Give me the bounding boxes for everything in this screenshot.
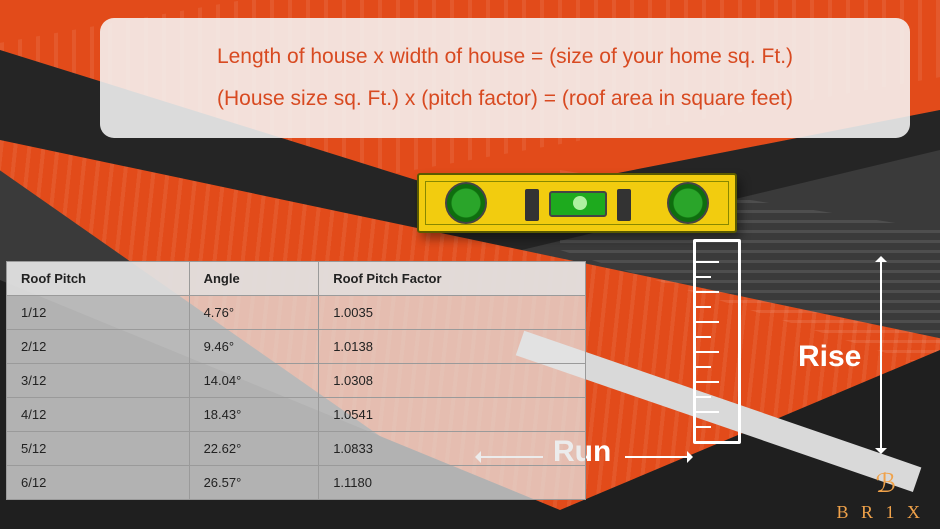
roof-pitch-table: Roof Pitch Angle Roof Pitch Factor 1/12 …	[6, 261, 586, 500]
table-row: 6/12 26.57° 1.1180	[7, 466, 586, 500]
level-vial-left	[445, 182, 487, 224]
col-angle: Angle	[189, 262, 319, 296]
table-row: 1/12 4.76° 1.0035	[7, 296, 586, 330]
rise-label: Rise	[798, 340, 861, 374]
formula-line-1: Length of house x width of house = (size…	[130, 45, 880, 69]
ruler-icon	[693, 239, 741, 444]
formula-card: Length of house x width of house = (size…	[100, 18, 910, 138]
brand-mark-icon: ℬ	[876, 469, 896, 499]
col-pitch: Roof Pitch	[7, 262, 190, 296]
table-header-row: Roof Pitch Angle Roof Pitch Factor	[7, 262, 586, 296]
table-body: 1/12 4.76° 1.0035 2/12 9.46° 1.0138 3/12…	[7, 296, 586, 500]
run-arrow-right	[625, 456, 689, 458]
table-row: 2/12 9.46° 1.0138	[7, 330, 586, 364]
brand-wordmark: B R 1 X	[836, 502, 924, 523]
rise-arrow	[880, 260, 882, 450]
level-vial-right	[667, 182, 709, 224]
table-row: 4/12 18.43° 1.0541	[7, 398, 586, 432]
col-factor: Roof Pitch Factor	[319, 262, 586, 296]
formula-line-2: (House size sq. Ft.) x (pitch factor) = …	[130, 87, 880, 111]
level-vial-center	[549, 191, 607, 217]
ruler-ticks	[696, 248, 738, 435]
table-row: 3/12 14.04° 1.0308	[7, 364, 586, 398]
spirit-level-icon	[417, 173, 737, 233]
table-row: 5/12 22.62° 1.0833	[7, 432, 586, 466]
